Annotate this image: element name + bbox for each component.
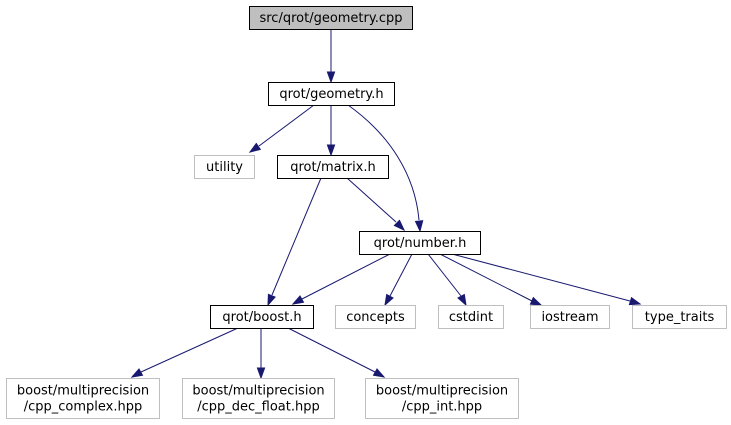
node-box <box>268 82 395 106</box>
edge-line <box>258 104 315 147</box>
node-cpp-int: boost/multiprecision/cpp_int.hpp <box>365 378 519 419</box>
node-label: /cpp_dec_float.hpp <box>197 400 320 415</box>
edge-line <box>427 253 462 297</box>
edge-matrix_h-to-boost_h <box>267 177 322 307</box>
edge-geometry_h-to-utility <box>248 104 315 153</box>
node-geometry-cpp[interactable]: src/qrot/geometry.cpp <box>249 6 413 30</box>
node-label: boost/multiprecision <box>376 384 508 399</box>
arrowhead <box>291 295 305 305</box>
edge-line <box>389 253 413 297</box>
node-cstdint: cstdint <box>438 305 504 329</box>
arrowhead <box>529 296 543 306</box>
edge-geometry_cpp-to-geometry_h <box>326 29 336 84</box>
edge-line <box>287 327 376 373</box>
edge-line <box>451 253 631 302</box>
edge-line <box>346 177 397 223</box>
node-iostream: iostream <box>530 305 610 329</box>
arrowhead <box>256 367 266 380</box>
edge-geometry_h-to-number_h <box>347 104 424 233</box>
node-label: cstdint <box>449 310 493 325</box>
edge-number_h-to-boost_h <box>291 253 391 305</box>
nodes: src/qrot/geometry.cpp qrot/geometry.h util… <box>6 6 727 419</box>
node-number-h[interactable]: qrot/number.h <box>359 231 481 255</box>
edge-number_h-to-cstdint <box>427 253 467 307</box>
node-utility: utility <box>194 155 255 179</box>
node-box <box>359 231 481 255</box>
arrowhead <box>457 293 467 307</box>
node-geometry-h[interactable]: qrot/geometry.h <box>268 82 395 106</box>
node-type-traits: type_traits <box>632 305 727 329</box>
node-box <box>194 155 255 179</box>
edge-number_h-to-concepts <box>384 253 413 307</box>
node-label: qrot/geometry.h <box>279 87 383 102</box>
edge-geometry_h-to-matrix_h <box>326 105 336 157</box>
edge-number_h-to-iostream <box>439 253 543 306</box>
node-label: iostream <box>541 310 598 325</box>
node-box <box>249 6 413 30</box>
node-label: boost/multiprecision <box>192 384 324 399</box>
node-cpp-complex: boost/multiprecision/cpp_complex.hpp <box>6 378 160 419</box>
arrowhead <box>628 296 642 306</box>
node-label: utility <box>206 160 243 175</box>
node-label: qrot/boost.h <box>222 310 301 325</box>
node-box <box>182 378 335 419</box>
node-boost-h[interactable]: qrot/boost.h <box>210 305 314 329</box>
node-box <box>210 305 314 329</box>
edge-line <box>347 104 420 221</box>
node-label: type_traits <box>645 310 715 325</box>
arrowhead <box>372 368 386 378</box>
node-label: concepts <box>346 310 405 325</box>
node-label: boost/multiprecision <box>17 384 149 399</box>
edge-boost_h-to-cpp_complex <box>130 327 239 378</box>
edge-matrix_h-to-number_h <box>346 177 406 232</box>
node-label: /cpp_complex.hpp <box>24 400 143 415</box>
node-cpp-dec-float: boost/multiprecision/cpp_dec_float.hpp <box>182 378 335 419</box>
node-concepts: concepts <box>335 305 416 329</box>
arrowhead <box>326 144 336 157</box>
node-box <box>6 378 160 419</box>
node-label: qrot/number.h <box>374 236 467 251</box>
node-box <box>438 305 504 329</box>
node-box <box>277 155 389 179</box>
edge-line <box>439 253 533 302</box>
node-label: /cpp_int.hpp <box>402 400 482 415</box>
edge-boost_h-to-cpp_int <box>287 327 386 378</box>
edge-line <box>271 177 322 296</box>
arrowhead <box>267 293 276 307</box>
edges <box>130 29 642 380</box>
arrowhead <box>393 219 406 232</box>
arrowhead <box>326 71 336 84</box>
node-label: src/qrot/geometry.cpp <box>259 11 402 26</box>
arrowhead <box>384 293 394 307</box>
node-box <box>632 305 727 329</box>
arrowhead <box>414 220 424 233</box>
edge-line <box>140 327 239 373</box>
node-box <box>365 378 519 419</box>
node-label: qrot/matrix.h <box>290 160 376 175</box>
node-matrix-h[interactable]: qrot/matrix.h <box>277 155 389 179</box>
arrowhead <box>248 142 262 153</box>
arrowhead <box>130 368 144 378</box>
node-box <box>530 305 610 329</box>
edge-line <box>301 253 391 300</box>
edge-number_h-to-type_traits <box>451 253 642 306</box>
edge-boost_h-to-cpp_dec_float <box>256 328 266 380</box>
node-box <box>335 305 416 329</box>
